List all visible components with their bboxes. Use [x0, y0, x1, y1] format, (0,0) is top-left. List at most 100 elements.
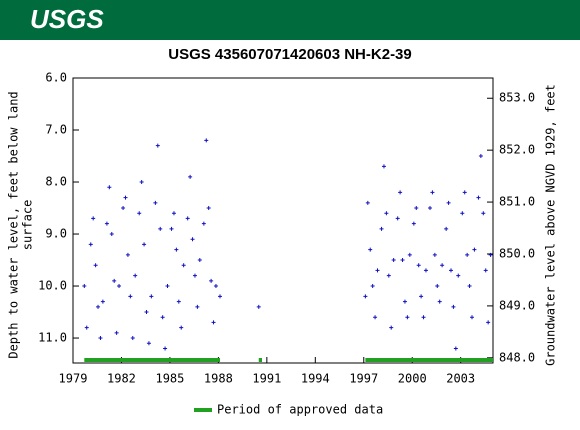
- data-point: [98, 336, 103, 341]
- data-point: [165, 284, 170, 289]
- y2-tick-label: 851.0: [499, 195, 535, 209]
- data-point: [402, 299, 407, 304]
- data-point: [201, 221, 206, 226]
- data-point: [149, 294, 154, 299]
- data-point: [389, 325, 394, 330]
- data-point: [107, 185, 112, 190]
- data-point: [481, 211, 486, 216]
- data-point: [96, 304, 101, 309]
- data-point: [373, 315, 378, 320]
- y2-axis-label: Groundwater level above NGVD 1929, feet: [544, 84, 558, 366]
- data-point: [446, 200, 451, 205]
- data-point: [462, 190, 467, 195]
- data-point: [365, 200, 370, 205]
- data-point: [204, 138, 209, 143]
- data-point: [121, 206, 126, 211]
- data-point: [386, 273, 391, 278]
- data-point: [428, 206, 432, 211]
- data-point: [188, 174, 193, 179]
- data-point: [444, 226, 449, 231]
- data-point: [128, 294, 133, 299]
- data-point: [195, 304, 200, 309]
- x-tick-label: 1988: [204, 372, 233, 386]
- data-point: [440, 263, 445, 268]
- data-point: [363, 294, 368, 299]
- data-point: [379, 226, 384, 231]
- y2-tick-label: 852.0: [499, 143, 535, 157]
- data-point: [370, 284, 375, 289]
- data-point: [197, 258, 202, 263]
- data-point: [423, 268, 428, 273]
- approved-period: [365, 358, 493, 362]
- data-point: [411, 221, 416, 226]
- y-tick-label: 8.0: [45, 175, 67, 189]
- data-point: [109, 232, 114, 237]
- data-point: [142, 242, 147, 247]
- data-point: [398, 190, 403, 195]
- x-tick-label: 1985: [155, 372, 184, 386]
- data-point: [416, 263, 421, 268]
- data-point: [179, 325, 184, 330]
- x-tick-label: 1997: [349, 372, 378, 386]
- data-point: [155, 143, 160, 148]
- y-tick-label: 7.0: [45, 123, 67, 137]
- data-point: [137, 211, 142, 216]
- logo: USGS: [30, 4, 104, 34]
- legend-swatch: [194, 408, 212, 412]
- x-tick-label: 2000: [398, 372, 427, 386]
- chart-title: USGS 435607071420603 NH-K2-39: [168, 46, 412, 63]
- data-point: [421, 315, 426, 320]
- data-point: [190, 237, 195, 242]
- data-point: [169, 226, 174, 231]
- data-point: [435, 284, 440, 289]
- data-point: [84, 325, 89, 330]
- data-point: [117, 284, 122, 289]
- data-point: [476, 195, 481, 200]
- data-point: [391, 258, 396, 263]
- y-tick-label: 9.0: [45, 227, 67, 241]
- y-tick-label: 11.0: [38, 331, 67, 345]
- data-point: [453, 346, 458, 351]
- data-point: [88, 242, 93, 247]
- data-point: [181, 263, 186, 268]
- y-axis-label: surface: [21, 200, 35, 251]
- data-point: [153, 200, 158, 205]
- data-point: [206, 206, 211, 211]
- data-point: [449, 268, 453, 273]
- legend-label: Period of approved data: [217, 403, 383, 417]
- data-point: [144, 310, 149, 315]
- data-point: [465, 252, 470, 257]
- data-point: [174, 247, 179, 252]
- data-point: [218, 294, 222, 299]
- data-point: [100, 299, 105, 304]
- x-tick-label: 1994: [301, 372, 330, 386]
- y2-tick-label: 853.0: [499, 91, 535, 105]
- data-point: [176, 299, 181, 304]
- data-point: [472, 247, 477, 252]
- data-point: [209, 278, 214, 283]
- data-point: [407, 252, 412, 257]
- data-point: [478, 154, 483, 159]
- x-tick-label: 2003: [446, 372, 475, 386]
- data-point: [211, 320, 216, 325]
- data-point: [384, 211, 389, 216]
- data-point: [171, 211, 176, 216]
- data-point: [381, 164, 386, 169]
- data-point: [437, 299, 442, 304]
- x-tick-label: 1991: [252, 372, 281, 386]
- data-point: [467, 284, 472, 289]
- data-point: [213, 284, 218, 289]
- data-point: [395, 216, 400, 221]
- data-point: [123, 195, 128, 200]
- data-point: [139, 180, 144, 185]
- data-point: [146, 341, 151, 346]
- approved-period: [84, 358, 220, 362]
- y-axis-label: Depth to water level, feet below land: [7, 91, 21, 358]
- data-point: [256, 304, 261, 309]
- data-point: [133, 273, 138, 278]
- data-point: [375, 268, 380, 273]
- data-point: [130, 336, 135, 341]
- data-point: [114, 330, 119, 335]
- data-point: [158, 226, 163, 231]
